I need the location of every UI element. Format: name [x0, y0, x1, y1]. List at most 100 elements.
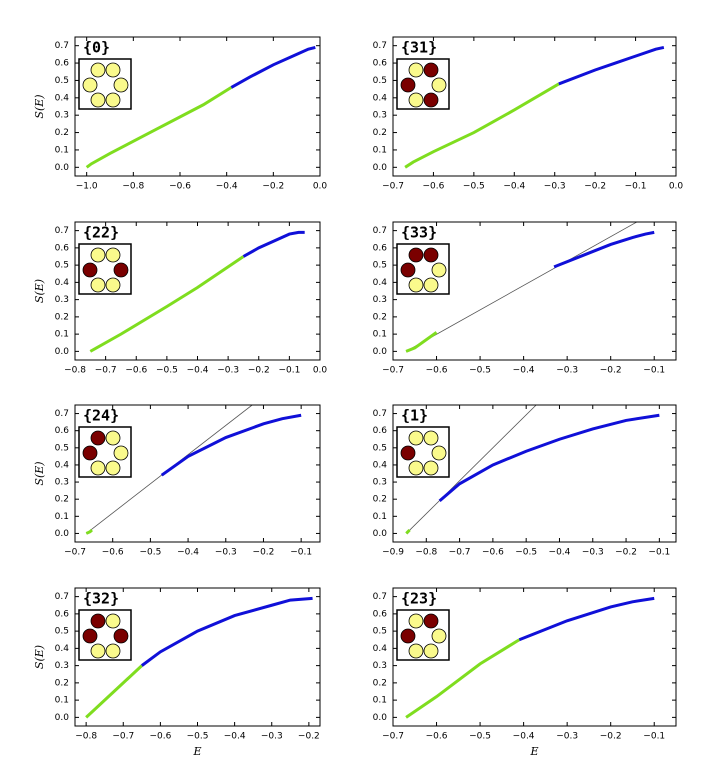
y-tick-label: 0.6: [373, 426, 388, 436]
x-tick-label: −0.6: [125, 366, 147, 376]
x-axis-label: E: [529, 745, 538, 758]
inset-site: [82, 628, 98, 644]
inset-site: [423, 62, 439, 78]
x-tick-label: −0.6: [426, 366, 448, 376]
curve: [518, 596, 655, 642]
axes-frame: [392, 404, 677, 543]
x-tick-label: −0.7: [112, 732, 134, 742]
x-tick-label: −0.3: [556, 732, 578, 742]
x-tick-label: −0.1: [643, 366, 665, 376]
axes-frame: [392, 587, 677, 727]
curve: [558, 45, 665, 86]
x-tick-label: −0.2: [248, 366, 270, 376]
y-tick-label: 0.0: [373, 347, 388, 357]
y-tick-label: 0.3: [373, 111, 387, 121]
inset-site: [423, 460, 439, 476]
x-tick-label: −0.3: [261, 732, 283, 742]
y-tick-label: 0.4: [373, 93, 388, 103]
curve: [89, 255, 245, 353]
y-tick-label: 0.4: [55, 93, 70, 103]
inset-site: [105, 460, 121, 476]
x-tick-label: −0.1: [648, 548, 670, 558]
x-tick-label: −0.6: [482, 548, 504, 558]
x-tick-label: −0.3: [582, 548, 604, 558]
plot-area: [85, 596, 313, 719]
y-tick-label: 0.2: [373, 678, 387, 688]
y-tick-label: 0.1: [373, 696, 387, 706]
curve: [230, 45, 316, 89]
x-tick-label: −0.1: [625, 182, 647, 192]
x-tick-label: −0.6: [102, 548, 124, 558]
x-tick-label: −0.4: [177, 548, 199, 558]
inset-site: [408, 277, 424, 293]
y-tick-label: 0.5: [55, 443, 69, 453]
curve: [160, 413, 302, 477]
subplot: −0.7 −0.6 −0.5 −0.4 −0.3 −0.2 −0.1 0.0 0.0 0.1 0.2…: [373, 36, 683, 192]
y-tick-label: 0.6: [55, 609, 70, 619]
inset-site: [400, 262, 416, 278]
x-tick-label: −0.2: [584, 182, 606, 192]
plot-area: [85, 45, 316, 169]
x-tick-label: −0.8: [64, 366, 86, 376]
x-tick-label: −0.4: [224, 732, 246, 742]
y-tick-label: 0.2: [55, 495, 69, 505]
x-tick-label: −0.4: [513, 732, 535, 742]
y-tick-label: 0.5: [373, 261, 387, 271]
plot-area: [404, 45, 665, 169]
x-tick-label: −0.3: [544, 182, 566, 192]
inset-site: [423, 643, 439, 659]
inset-site: [105, 277, 121, 293]
subplot: −0.8 −0.7 −0.6 −0.5 −0.4 −0.3 −0.2 0.0 0.1 0.2 0.3…: [33, 587, 321, 758]
axes-frame: [74, 404, 321, 543]
y-tick-label: 0.0: [373, 529, 388, 539]
curve: [406, 405, 537, 534]
y-tick-label: 0.2: [55, 128, 69, 138]
y-tick-label: 0.0: [373, 713, 388, 723]
inset-site: [90, 92, 106, 108]
y-tick-label: 0.2: [373, 495, 387, 505]
subplot: −0.7 −0.6 −0.5 −0.4 −0.3 −0.2 −0.1 0.0 0.1 0.2 0.3…: [373, 221, 677, 376]
y-tick-label: 0.7: [373, 226, 387, 236]
inset-site: [113, 628, 129, 644]
inset-site: [431, 445, 447, 461]
y-tick-label: 0.1: [373, 330, 387, 340]
y-tick-label: 0.4: [373, 278, 388, 288]
curve: [242, 230, 305, 258]
y-tick-label: 0.5: [55, 261, 69, 271]
x-tick-label: −0.6: [169, 182, 191, 192]
y-tick-label: 0.7: [55, 592, 69, 602]
y-tick-label: 0.4: [373, 644, 388, 654]
x-tick-label: −0.7: [64, 548, 86, 558]
inset-site: [408, 613, 424, 629]
y-tick-label: 0.7: [373, 409, 387, 419]
inset-site: [90, 247, 106, 263]
x-tick-label: −0.2: [615, 548, 637, 558]
y-tick-label: 0.5: [373, 627, 387, 637]
inset-site: [408, 460, 424, 476]
inset-site: [423, 92, 439, 108]
y-tick-label: 0.2: [55, 678, 69, 688]
y-tick-label: 0.1: [55, 696, 69, 706]
y-tick-label: 0.6: [55, 426, 70, 436]
x-tick-label: −0.5: [515, 548, 537, 558]
plot-area: [89, 230, 305, 353]
inset-site: [408, 62, 424, 78]
x-tick-label: −0.6: [422, 182, 444, 192]
x-tick-label: −0.7: [95, 366, 117, 376]
inset-site: [423, 430, 439, 446]
axes-frame: [74, 221, 321, 361]
inset-site: [90, 430, 106, 446]
subplot-title: {23}: [401, 590, 437, 608]
curve: [85, 528, 93, 535]
inset-site: [113, 77, 129, 93]
axes-frame: [74, 36, 321, 177]
x-tick-label: −0.5: [463, 182, 485, 192]
y-tick-label: 0.3: [373, 478, 387, 488]
y-tick-label: 0.0: [55, 163, 70, 173]
inset-site: [90, 62, 106, 78]
y-tick-label: 0.6: [373, 59, 388, 69]
y-tick-label: 0.6: [55, 59, 70, 69]
x-tick-label: −0.5: [156, 366, 178, 376]
y-tick-label: 0.0: [55, 347, 70, 357]
